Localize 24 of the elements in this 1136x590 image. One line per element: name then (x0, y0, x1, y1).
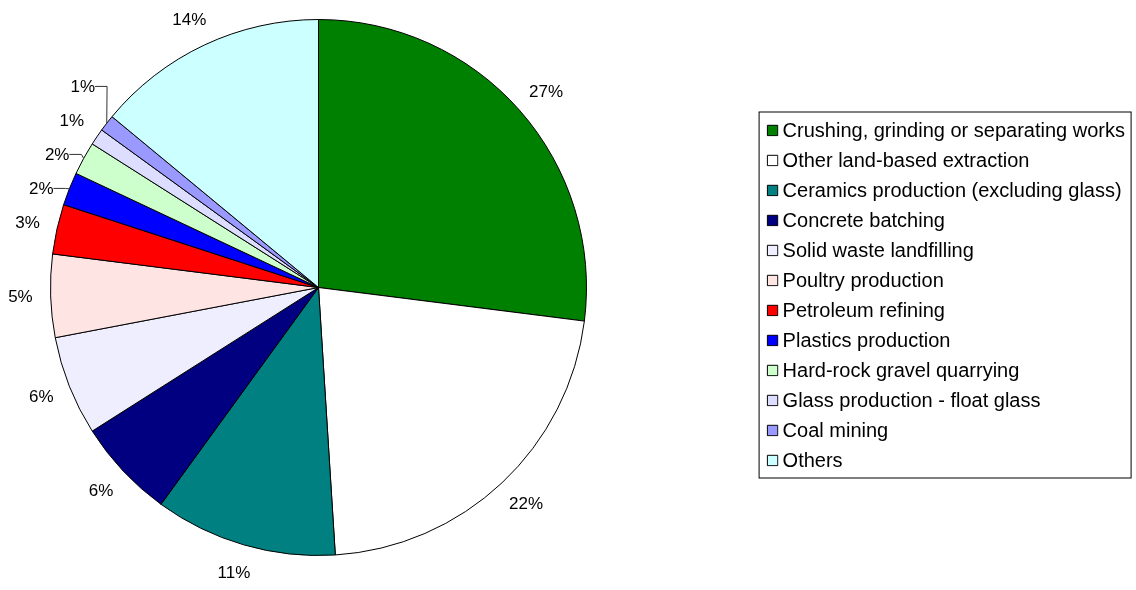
legend-label: Glass production - float glass (782, 388, 1041, 412)
data-label: 2% (28, 178, 54, 198)
data-label: 1% (70, 76, 96, 96)
legend-label: Crushing, grinding or separating works (782, 118, 1125, 142)
legend-label: Other land-based extraction (782, 148, 1030, 172)
data-label: 2% (44, 144, 70, 164)
data-label: 3% (15, 213, 40, 233)
data-label: 27% (529, 81, 564, 101)
legend-label: Poultry production (782, 268, 944, 292)
data-label: 6% (28, 387, 54, 407)
data-label: 14% (172, 9, 207, 29)
data-label: 22% (509, 494, 544, 514)
legend-label: Ceramics production (excluding glass) (782, 178, 1122, 202)
legend-label: Coal mining (782, 418, 889, 442)
legend-label: Concrete batching (782, 208, 945, 232)
legend-label: Petroleum refining (782, 298, 945, 322)
legend-label: Others (782, 448, 843, 472)
data-label: 6% (88, 480, 114, 500)
legend-label: Plastics production (782, 328, 951, 352)
legend-label: Solid waste landfilling (782, 238, 974, 262)
data-label: 5% (8, 287, 33, 307)
data-label: 11% (217, 562, 251, 582)
legend-label: Hard-rock gravel quarrying (782, 358, 1020, 382)
data-label: 1% (59, 110, 85, 130)
